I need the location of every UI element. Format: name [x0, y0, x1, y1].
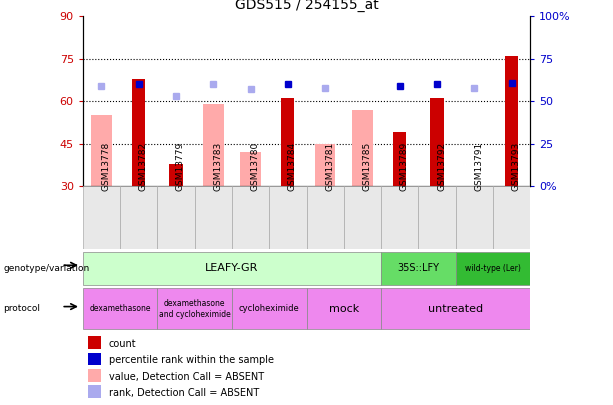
Text: GSM13781: GSM13781 — [325, 142, 334, 191]
Bar — [83, 186, 120, 249]
Text: cycloheximide: cycloheximide — [239, 304, 300, 313]
Bar — [83, 252, 381, 285]
Bar — [418, 186, 455, 249]
Text: percentile rank within the sample: percentile rank within the sample — [109, 355, 274, 365]
Bar — [455, 186, 493, 249]
Bar — [393, 132, 406, 186]
Text: GSM13784: GSM13784 — [288, 142, 297, 191]
Text: genotype/variation: genotype/variation — [3, 264, 89, 273]
Text: dexamethasone: dexamethasone — [89, 304, 151, 313]
Bar — [430, 98, 444, 186]
Text: dexamethasone
and cycloheximide: dexamethasone and cycloheximide — [159, 299, 230, 318]
Bar — [88, 385, 101, 398]
Bar — [232, 186, 269, 249]
Text: GSM13792: GSM13792 — [437, 142, 446, 191]
Bar — [269, 186, 306, 249]
Text: GSM13793: GSM13793 — [512, 142, 520, 191]
Bar — [158, 186, 195, 249]
Text: GSM13783: GSM13783 — [213, 142, 223, 191]
Text: GSM13780: GSM13780 — [251, 142, 259, 191]
Bar — [240, 152, 261, 186]
Bar — [120, 186, 158, 249]
Bar — [344, 186, 381, 249]
Bar — [306, 288, 381, 329]
Bar — [88, 369, 101, 382]
Text: GSM13779: GSM13779 — [176, 142, 185, 191]
Bar — [232, 288, 306, 329]
Bar — [352, 110, 373, 186]
Bar — [505, 56, 518, 186]
Bar — [306, 186, 344, 249]
Text: wild-type (Ler): wild-type (Ler) — [465, 264, 521, 273]
Bar — [88, 337, 101, 349]
Text: protocol: protocol — [3, 304, 40, 313]
Title: GDS515 / 254155_at: GDS515 / 254155_at — [235, 0, 378, 13]
Bar — [315, 144, 335, 186]
Bar — [381, 252, 455, 285]
Text: GSM13789: GSM13789 — [400, 142, 409, 191]
Bar — [132, 79, 145, 186]
Bar — [158, 288, 232, 329]
Text: GSM13785: GSM13785 — [362, 142, 371, 191]
Text: mock: mock — [329, 304, 359, 314]
Bar — [91, 115, 112, 186]
Bar — [493, 186, 530, 249]
Text: untreated: untreated — [428, 304, 483, 314]
Text: GSM13782: GSM13782 — [139, 142, 148, 191]
Bar — [381, 186, 418, 249]
Bar — [169, 164, 183, 186]
Text: GSM13791: GSM13791 — [474, 142, 483, 191]
Bar — [455, 252, 530, 285]
Bar — [195, 186, 232, 249]
Bar — [83, 288, 158, 329]
Bar — [88, 353, 101, 365]
Text: rank, Detection Call = ABSENT: rank, Detection Call = ABSENT — [109, 388, 259, 398]
Text: 35S::LFY: 35S::LFY — [397, 263, 440, 273]
Text: LEAFY-GR: LEAFY-GR — [205, 263, 259, 273]
Text: value, Detection Call = ABSENT: value, Detection Call = ABSENT — [109, 372, 264, 382]
Bar — [381, 288, 530, 329]
Bar — [203, 104, 224, 186]
Text: GSM13778: GSM13778 — [101, 142, 110, 191]
Text: count: count — [109, 339, 137, 349]
Bar — [281, 98, 294, 186]
